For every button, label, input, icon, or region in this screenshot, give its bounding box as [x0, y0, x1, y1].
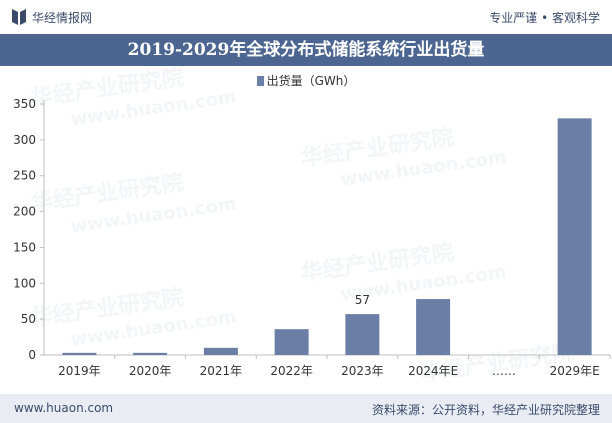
legend-swatch — [256, 76, 264, 86]
x-tick-label: 2020年 — [129, 364, 172, 378]
brand-name[interactable]: 华经情报网 — [32, 11, 93, 25]
bar-2021年 — [203, 347, 238, 355]
bar-2020年 — [133, 352, 168, 355]
bar-2023年 — [345, 314, 380, 355]
data-label-2023年: 57 — [355, 293, 370, 307]
legend-label: 出货量（GWh） — [266, 74, 356, 88]
bar-2024年E — [416, 299, 451, 355]
top-bar: 华经情报网 专业严谨 • 客观科学 — [0, 0, 612, 34]
bar-chart: 0 50 100 150 200 250 300 350 2019年 2020年 2021年 2022… — [13, 97, 611, 378]
y-tick-label: 100 — [13, 276, 36, 290]
x-tick-label: …… — [492, 364, 516, 378]
tagline: 专业严谨 • 客观科学 — [489, 11, 600, 25]
chart-title: 2019-2029年全球分布式储能系统行业出货量 — [0, 34, 612, 66]
huajing-logo-icon — [12, 9, 26, 25]
bar-2022年 — [274, 329, 309, 355]
footer-source: 资料来源：公开资料，华经产业研究院整理 — [371, 403, 600, 417]
footer-website[interactable]: www.huaon.com — [14, 401, 114, 415]
y-tick-label: 250 — [13, 169, 36, 183]
x-tick-label: 2019年 — [58, 364, 101, 378]
y-tick-label: 300 — [13, 133, 36, 147]
chart-legend: 出货量（GWh） — [0, 72, 612, 90]
y-tick-label: 350 — [13, 97, 36, 111]
x-tick-label: 2021年 — [200, 364, 243, 378]
y-tick-label: 200 — [13, 205, 36, 219]
x-tick-label: 2022年 — [270, 364, 313, 378]
y-tick-label: 0 — [28, 348, 36, 362]
y-tick-label: 150 — [13, 240, 36, 254]
x-tick-label: 2024年E — [408, 364, 458, 378]
bar-2029年E — [557, 118, 592, 355]
footer: www.huaon.com 资料来源：公开资料，华经产业研究院整理 — [0, 394, 612, 423]
x-tick-label: 2023年 — [341, 364, 384, 378]
x-tick-label: 2029年E — [550, 364, 600, 378]
y-tick-label: 50 — [21, 312, 36, 326]
bar-2019年 — [62, 352, 97, 355]
